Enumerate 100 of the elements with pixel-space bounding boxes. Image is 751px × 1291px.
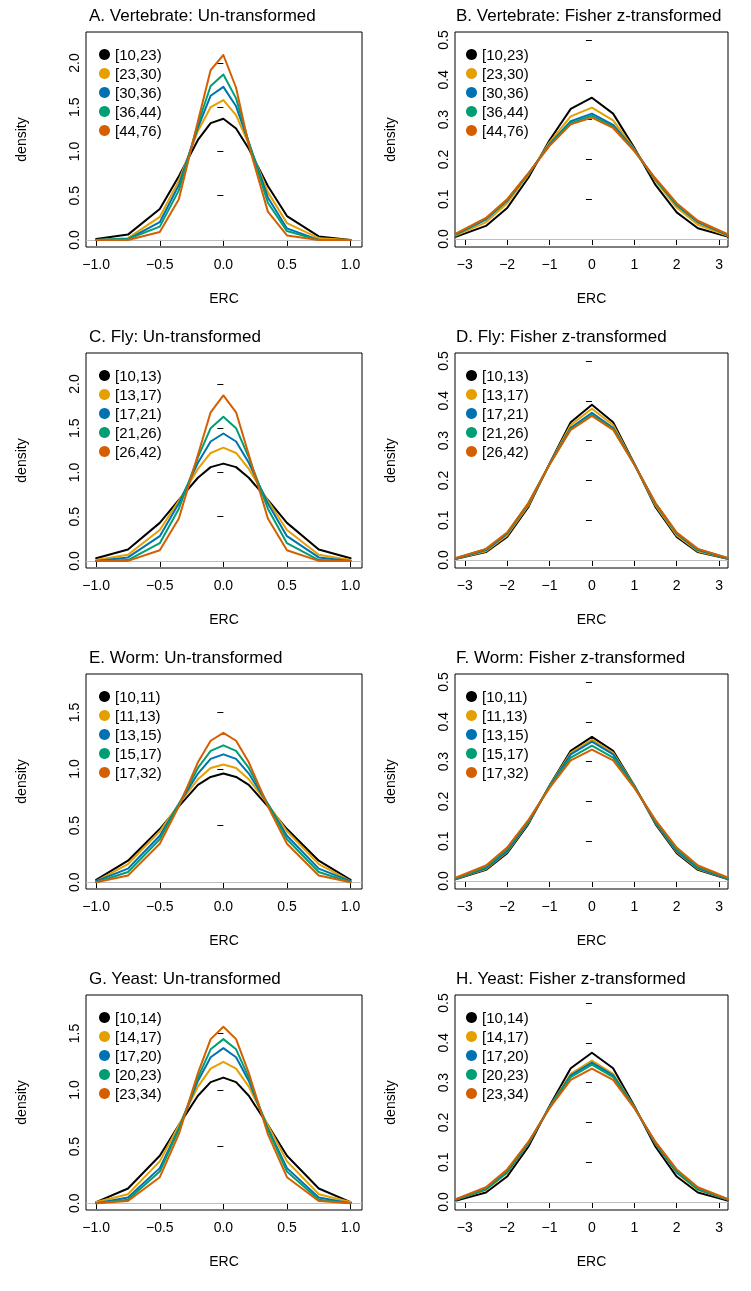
y-tick-label: 1.5 <box>66 97 82 117</box>
y-tick-label: 0.2 <box>435 791 451 812</box>
y-tick-label: 0.0 <box>435 1192 451 1212</box>
x-axis-title: ERC <box>576 932 607 948</box>
legend-label: [23,34) <box>115 1085 162 1102</box>
x-tick-label: 2 <box>672 1219 681 1235</box>
legend-label: [11,13) <box>115 707 161 724</box>
x-tick-label: 0.0 <box>213 256 234 272</box>
legend-label: [23,30) <box>482 65 529 82</box>
legend-label: [13,15) <box>115 726 162 743</box>
chart-title: A. Vertebrate: Un-transformed <box>89 6 316 25</box>
legend-label: [21,26) <box>115 424 162 441</box>
y-tick-label: 0.1 <box>435 1152 451 1172</box>
x-tick-label: −1 <box>541 898 558 914</box>
chart-title: E. Worm: Un-transformed <box>89 648 283 667</box>
y-tick-label: 0.4 <box>435 1032 451 1053</box>
x-tick-label: −3 <box>456 898 473 914</box>
y-tick-label: 0.0 <box>435 229 451 249</box>
y-tick-label: 0.0 <box>66 1193 82 1213</box>
y-axis-title: density <box>382 759 398 804</box>
legend-label: [17,20) <box>482 1047 529 1064</box>
x-tick-label: −1 <box>541 1219 558 1235</box>
x-tick-label: 2 <box>672 898 681 914</box>
x-tick-label: 1 <box>630 1219 639 1235</box>
y-tick-label: 0.5 <box>66 506 82 527</box>
legend-label: [17,32) <box>482 764 529 781</box>
x-tick-label: 1.0 <box>340 256 361 272</box>
legend-label: [10,13) <box>482 367 529 384</box>
y-tick-label: 0.4 <box>435 390 451 411</box>
x-tick-label: 1.0 <box>340 898 361 914</box>
legend-label: [10,11) <box>482 688 528 705</box>
legend-label: [13,15) <box>482 726 529 743</box>
x-tick-label: 1 <box>630 898 639 914</box>
x-tick-label: 0.5 <box>277 577 297 593</box>
legend-label: [23,34) <box>482 1085 529 1102</box>
x-tick-label: 0.5 <box>277 898 297 914</box>
x-tick-label: 2 <box>672 256 681 272</box>
legend-label: [26,42) <box>482 443 529 460</box>
legend-label: [44,76) <box>115 122 162 139</box>
x-tick-label: 1 <box>630 256 639 272</box>
y-axis-title: density <box>382 1080 398 1125</box>
x-tick-label: 0 <box>588 256 597 272</box>
x-tick-label: 0.0 <box>213 1219 234 1235</box>
y-tick-label: 0.2 <box>435 149 451 170</box>
legend-label: [21,26) <box>482 424 529 441</box>
y-tick-label: 1.0 <box>66 759 82 779</box>
x-tick-label: −2 <box>499 1219 516 1235</box>
y-axis-title: density <box>13 438 29 483</box>
x-tick-label: −1.0 <box>82 256 111 272</box>
legend-label: [10,11) <box>115 688 161 705</box>
x-tick-label: −0.5 <box>145 898 174 914</box>
legend-label: [13,17) <box>482 386 529 403</box>
y-tick-label: 1.5 <box>66 1023 82 1044</box>
legend-label: [13,17) <box>115 386 162 403</box>
y-tick-label: 0.0 <box>66 872 82 892</box>
chart-title: F. Worm: Fisher z-transformed <box>456 648 686 667</box>
y-tick-label: 0.1 <box>435 510 451 530</box>
y-tick-label: 2.0 <box>66 53 82 73</box>
y-tick-label: 0.5 <box>66 185 82 206</box>
y-tick-label: 0.5 <box>435 351 451 371</box>
x-tick-label: −0.5 <box>145 256 174 272</box>
x-tick-label: −0.5 <box>145 577 174 593</box>
y-tick-label: 1.5 <box>66 702 82 723</box>
x-tick-label: 3 <box>715 256 724 272</box>
x-axis-title: ERC <box>209 1253 239 1269</box>
x-tick-label: 0.0 <box>213 577 234 593</box>
y-axis-title: density <box>382 117 398 162</box>
legend-label: [17,21) <box>482 405 529 422</box>
y-axis-title: density <box>13 1080 29 1125</box>
x-axis-title: ERC <box>576 611 607 627</box>
legend-label: [15,17) <box>115 745 162 762</box>
y-tick-label: 1.5 <box>66 418 82 438</box>
y-axis-title: density <box>382 438 398 483</box>
legend-label: [10,23) <box>115 46 162 63</box>
y-tick-label: 0.2 <box>435 1112 451 1133</box>
legend-label: [10,23) <box>482 46 529 63</box>
x-tick-label: −3 <box>456 577 473 593</box>
y-tick-label: 0.5 <box>66 1136 82 1157</box>
y-tick-label: 0.5 <box>66 815 82 836</box>
x-tick-label: 0 <box>588 577 597 593</box>
legend-label: [44,76) <box>482 122 529 139</box>
legend-label: [17,32) <box>115 764 162 781</box>
x-tick-label: −3 <box>456 1219 473 1235</box>
chart-title: D. Fly: Fisher z-transformed <box>456 327 667 346</box>
x-tick-label: 0 <box>588 1219 597 1235</box>
legend-label: [11,13) <box>482 707 528 724</box>
y-tick-label: 0.4 <box>435 711 451 732</box>
y-tick-label: 0.3 <box>435 1072 451 1093</box>
legend-label: [36,44) <box>115 103 162 120</box>
y-tick-label: 0.0 <box>66 550 82 571</box>
x-tick-label: −2 <box>499 898 516 914</box>
x-axis-title: ERC <box>576 1253 607 1269</box>
y-tick-label: 0.0 <box>435 871 451 891</box>
chart-title: C. Fly: Un-transformed <box>89 327 261 346</box>
y-tick-label: 0.3 <box>435 109 451 130</box>
y-tick-label: 0.2 <box>435 470 451 491</box>
x-axis-title: ERC <box>209 611 239 627</box>
legend-label: [20,23) <box>482 1066 529 1083</box>
chart-title: H. Yeast: Fisher z-transformed <box>456 969 686 988</box>
x-tick-label: 3 <box>715 898 724 914</box>
